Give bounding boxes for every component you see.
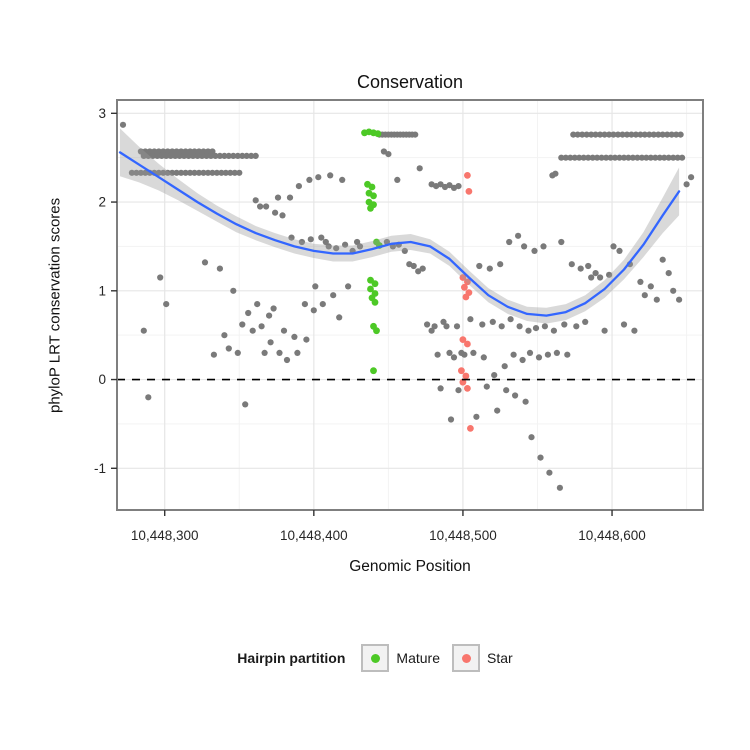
svg-text:-1: -1: [94, 461, 106, 476]
svg-text:0: 0: [98, 372, 106, 387]
star-label: Star: [487, 650, 513, 666]
star-key-box: [452, 644, 480, 672]
svg-text:10,448,300: 10,448,300: [131, 528, 199, 543]
legend-title: Hairpin partition: [237, 650, 346, 666]
svg-text:1: 1: [98, 283, 106, 298]
mature-label: Mature: [396, 650, 440, 666]
svg-text:10,448,400: 10,448,400: [280, 528, 348, 543]
legend-item-mature: Mature: [361, 644, 440, 672]
mature-dot-icon: [370, 653, 380, 663]
hairpin-partition-legend: Hairpin partition Mature Star: [0, 636, 750, 680]
mature-key-box: [361, 644, 390, 672]
svg-text:10,448,600: 10,448,600: [578, 528, 646, 543]
chart-title: Conservation: [356, 72, 464, 92]
plot-panel: 10,448,300 10,448,400 10,448,500 10,448,600…: [94, 99, 704, 543]
svg-text:2: 2: [98, 195, 106, 210]
legend-item-star: Star: [452, 644, 513, 672]
svg-text:3: 3: [98, 106, 106, 121]
x-axis-label: Genomic Position: [349, 558, 471, 575]
star-dot-icon: [461, 653, 471, 663]
svg-text:10,448,500: 10,448,500: [429, 528, 497, 543]
